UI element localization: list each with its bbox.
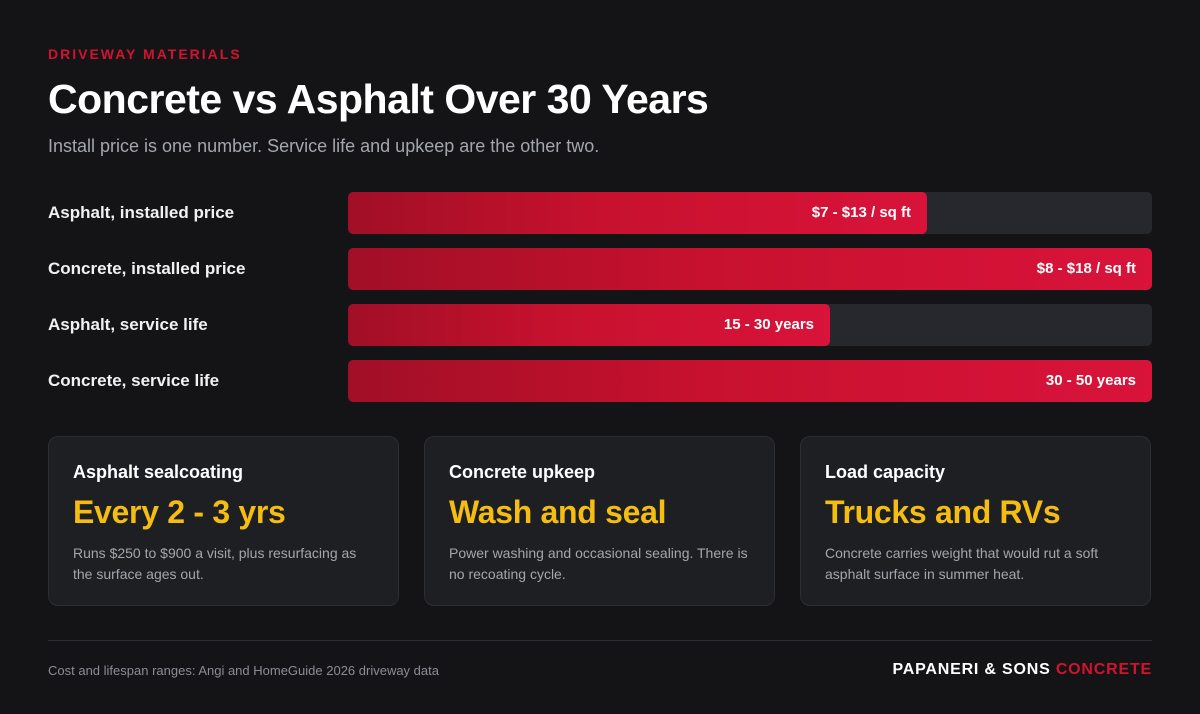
bar-value-label: 15 - 30 years [723,316,814,333]
page-title: Concrete vs Asphalt Over 30 Years [48,76,709,122]
brand-accent: CONCRETE [1055,661,1152,678]
card-description: Runs $250 to $900 a visit, plus resurfac… [73,545,357,582]
bar-value-label: $7 - $13 / sq ft [811,204,911,221]
source-note: Cost and lifespan ranges: Angi and HomeG… [48,663,439,678]
bar: $8 - $18 / sq ft [348,248,1152,290]
bar: 15 - 30 years [348,304,830,346]
card-value: Trucks and RVs [825,494,1061,530]
card-concrete-upkeep: Concrete upkeep Wash and seal Power wash… [424,436,775,606]
card-title: Concrete upkeep [449,462,596,482]
eyebrow-label: DRIVEWAY MATERIALS [48,46,242,62]
bar-row: Concrete, installed price $8 - $18 / sq f… [48,248,1152,290]
card-title: Load capacity [825,462,946,482]
card-title: Asphalt sealcoating [73,462,244,482]
card-value: Every 2 - 3 yrs [73,494,286,530]
bar-row: Asphalt, installed price $7 - $13 / sq ft [48,192,1152,234]
bar: 30 - 50 years [348,360,1152,402]
card-asphalt-sealcoating: Asphalt sealcoating Every 2 - 3 yrs Runs… [48,436,399,606]
bar-row: Concrete, service life 30 - 50 years [48,360,1152,402]
bar-category-label: Concrete, service life [48,371,220,390]
card-description: Concrete carries weight that would rut a… [825,545,1099,582]
bar-value-label: 30 - 50 years [1045,372,1136,389]
footer-divider [48,640,1152,641]
bar-category-label: Asphalt, installed price [48,203,235,222]
bar-track: $8 - $18 / sq ft [348,248,1152,290]
bar-track: 30 - 50 years [348,360,1152,402]
card-value: Wash and seal [449,494,667,530]
brand-logo: PAPANERI & SONS CONCRETE [892,661,1152,679]
bar-row: Asphalt, service life 15 - 30 years [48,304,1152,346]
page-subtitle: Install price is one number. Service lif… [48,136,600,156]
stat-cards: Asphalt sealcoating Every 2 - 3 yrs Runs… [48,436,1152,608]
bar-track: $7 - $13 / sq ft [348,192,1152,234]
bar-value-label: $8 - $18 / sq ft [1036,260,1136,277]
card-load-capacity: Load capacity Trucks and RVs Concrete ca… [800,436,1151,606]
card-description: Power washing and occasional sealing. Th… [449,545,748,582]
bar-category-label: Concrete, installed price [48,259,246,278]
bar-category-label: Asphalt, service life [48,315,208,334]
bar: $7 - $13 / sq ft [348,192,927,234]
brand-name: PAPANERI & SONS [892,661,1051,678]
bar-track: 15 - 30 years [348,304,1152,346]
infographic: DRIVEWAY MATERIALS Concrete vs Asphalt O… [48,0,1152,714]
